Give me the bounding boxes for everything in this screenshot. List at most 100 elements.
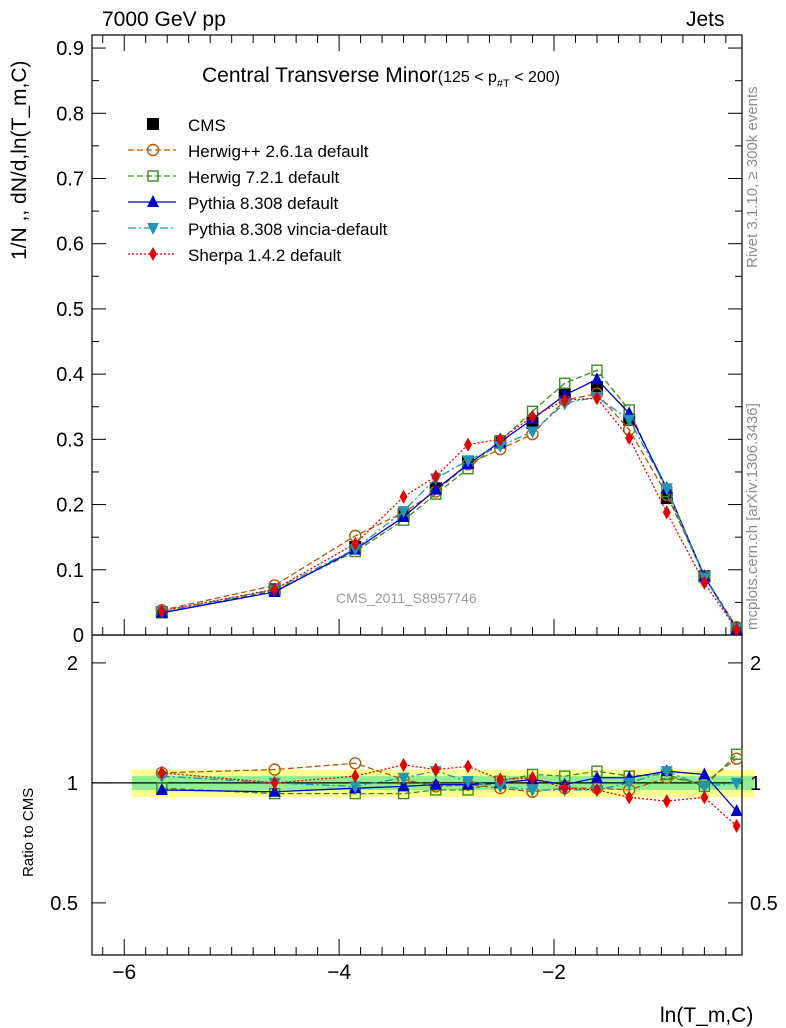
ratio-point [698, 781, 711, 794]
ratio-point [155, 782, 168, 795]
legend-marker [147, 170, 159, 182]
y-axis-label-ratio: Ratio to CMS [20, 787, 37, 877]
ratio-point [660, 766, 673, 779]
data-point [625, 431, 634, 446]
ratio-line [161, 770, 738, 812]
plot-title-cut: (125 < p [437, 69, 497, 86]
y-tick-label-main: 0.2 [56, 495, 84, 517]
legend-label: Pythia 8.308 default [188, 194, 339, 213]
ratio-line [161, 753, 738, 795]
ratio-frame [91, 634, 743, 956]
ratio-point [397, 779, 410, 792]
data-point [431, 469, 440, 484]
rivet-info: Rivet 3.1.10, ≥ 300k events [744, 86, 761, 268]
y-tick-label-main: 0.5 [56, 299, 84, 321]
y-tick-label-main: 0.4 [56, 364, 84, 386]
legend-marker [147, 195, 159, 207]
axes-frame: 0 0.1 0.2 0.3 0.4 0.5 0.6 0.7 0.8 0.9 0.5 0.5 1 1 2 2 −6… [50, 34, 778, 984]
data-point [351, 536, 360, 551]
legend-marker [147, 118, 159, 130]
legend-label: Pythia 8.308 vincia-default [188, 220, 388, 239]
data-point [464, 437, 473, 452]
data-point [462, 455, 475, 468]
plot-title-text: Central Transverse Minor [202, 64, 438, 87]
ratio-point [590, 770, 603, 783]
ratio-point [730, 804, 743, 817]
legend-marker [149, 247, 157, 261]
y-tick-label-ratio-right: 1 [750, 773, 761, 795]
data-point [496, 432, 505, 447]
data-point [526, 426, 539, 439]
ratio-line [161, 758, 738, 793]
ratio-point [730, 777, 743, 790]
ratio-point [464, 759, 473, 774]
y-tick-label-ratio-right: 2 [750, 653, 761, 675]
data-point [732, 622, 741, 637]
x-tick-label: −2 [542, 961, 566, 984]
ratio-point [560, 781, 569, 796]
ratio-point [431, 762, 440, 777]
ratio-point [496, 772, 505, 787]
x-tick-label: −6 [112, 961, 136, 984]
ratio-point [526, 784, 539, 797]
analysis-watermark: CMS_2011_S8957746 [336, 590, 477, 606]
data-point [157, 603, 166, 618]
ratio-line [161, 770, 737, 791]
data-point [429, 482, 442, 495]
ratio-point [268, 784, 281, 797]
y-tick-label-main: 0.1 [56, 560, 84, 582]
data-point [623, 414, 636, 427]
ratio-point [625, 790, 634, 805]
ratio-point [397, 772, 410, 785]
y-tick-label-ratio-right: 0.5 [750, 893, 778, 915]
y-tick-label-main: 0.8 [56, 103, 84, 125]
ratio-point [528, 770, 537, 785]
ratio-point [730, 748, 743, 760]
y-tick-label-main: 0.6 [56, 234, 84, 256]
legend-label: Herwig++ 2.6.1a default [188, 142, 369, 161]
x-tick-label: −4 [327, 961, 351, 984]
ratio-point [732, 818, 741, 833]
y-tick-label-ratio: 1 [67, 773, 78, 795]
ratio-point [157, 765, 166, 780]
data-point [528, 409, 537, 424]
legend: CMS Herwig++ 2.6.1a default Herwig 7.2.1 d… [128, 116, 388, 265]
series-line [161, 392, 738, 628]
data-point [397, 506, 410, 519]
data-point [700, 575, 709, 590]
y-axis-label-main: 1/N ,, dN/d,ln(T_m,C) [8, 60, 31, 260]
ratio-point [270, 775, 279, 790]
data-point [270, 582, 279, 597]
series-line [161, 396, 738, 629]
ratio-point [429, 777, 442, 790]
data-point [494, 440, 507, 453]
ratio-point [349, 757, 362, 770]
mcplots-info: mcplots.cern.ch [arXiv:1306.3436] [744, 403, 761, 630]
plot-title-cut-sub: #T [496, 78, 510, 91]
energy-label: 7000 GeV pp [102, 8, 226, 31]
data-point [660, 483, 673, 496]
ratio-point [462, 776, 475, 789]
data-point [399, 489, 408, 504]
plot-title: Central Transverse Minor(125 < p#T < 200… [202, 64, 560, 90]
ratio-point [592, 782, 601, 797]
ratio-point [623, 777, 636, 790]
ratio-point [494, 781, 507, 794]
data-point [662, 505, 671, 520]
ratio-point [698, 767, 711, 780]
y-tick-label-main: 0 [73, 625, 84, 647]
plot-title-cut-end: < 200) [509, 69, 561, 86]
legend-label: Sherpa 1.4.2 default [188, 246, 341, 265]
ratio-point [351, 769, 360, 784]
y-tick-label-main: 0.3 [56, 429, 84, 451]
legend-label: CMS [188, 116, 226, 135]
y-tick-label-main: 0.7 [56, 168, 84, 190]
ratio-point [349, 781, 362, 794]
ratio-point [662, 794, 671, 809]
ratio-point [700, 790, 709, 805]
legend-label: Herwig 7.2.1 default [188, 168, 339, 187]
process-label: Jets [686, 8, 725, 31]
series-line [161, 369, 738, 629]
ratio-panel-series [155, 748, 743, 833]
